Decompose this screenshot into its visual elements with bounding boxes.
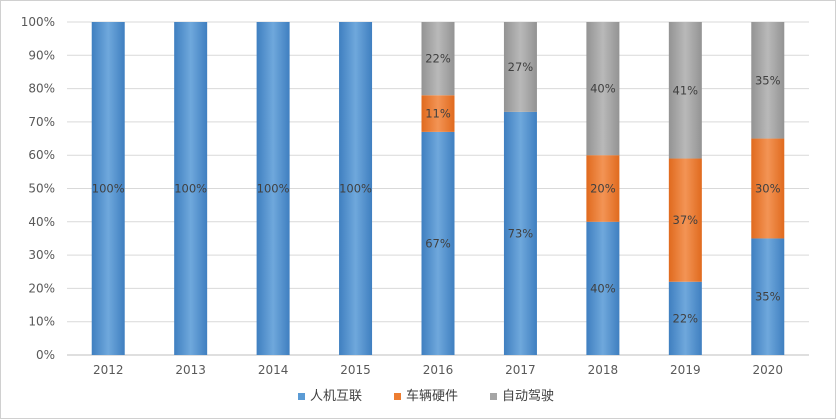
y-tick-label: 50% xyxy=(28,182,55,196)
axes: 0% 10% 20% 30% 40% 50% 60% 70% 80% 90% 100% 2012 201… xyxy=(21,15,783,377)
data-label: 35% xyxy=(755,73,781,87)
y-tick-label: 30% xyxy=(28,248,55,262)
bar-segment xyxy=(503,22,537,112)
x-tick-label: 2016 xyxy=(423,363,454,377)
y-tick-label: 10% xyxy=(28,315,55,329)
bar-segment xyxy=(586,22,620,156)
y-tick-label: 100% xyxy=(21,15,55,29)
legend: 人机互联 车辆硬件 自动驾驶 xyxy=(298,388,554,404)
bar-segment xyxy=(751,138,785,239)
legend-label: 车辆硬件 xyxy=(406,388,458,404)
data-label: 100% xyxy=(92,182,125,196)
y-tick-label: 40% xyxy=(28,215,55,229)
bar-segment xyxy=(668,281,702,355)
data-label: 67% xyxy=(425,236,451,250)
x-tick-label: 2018 xyxy=(588,363,619,377)
data-label: 37% xyxy=(673,213,699,227)
data-label: 100% xyxy=(257,182,290,196)
y-tick-label: 0% xyxy=(36,348,55,362)
data-label: 40% xyxy=(590,281,616,295)
legend-swatch xyxy=(394,393,401,400)
x-tick-label: 2017 xyxy=(505,363,536,377)
bar-segment xyxy=(668,22,702,159)
x-tick-label: 2019 xyxy=(670,363,701,377)
bar-segment xyxy=(586,155,620,222)
bar-segment xyxy=(668,158,702,282)
bar-segment xyxy=(256,22,290,355)
y-tick-label: 90% xyxy=(28,48,55,62)
data-label: 100% xyxy=(174,182,207,196)
bar-segment xyxy=(421,131,455,355)
bar-segment xyxy=(339,22,373,355)
bar-segment xyxy=(751,22,785,139)
y-tick-label: 20% xyxy=(28,281,55,295)
data-label: 20% xyxy=(590,182,616,196)
data-label: 27% xyxy=(508,60,534,74)
bar-segment xyxy=(503,111,537,355)
bar-segment xyxy=(751,238,785,355)
y-tick-label: 70% xyxy=(28,115,55,129)
bars xyxy=(91,22,785,355)
data-label: 35% xyxy=(755,290,781,304)
data-label: 11% xyxy=(425,107,451,121)
bar-segment xyxy=(174,22,208,355)
legend-label: 自动驾驶 xyxy=(502,389,554,404)
data-label: 100% xyxy=(339,182,372,196)
x-tick-label: 2014 xyxy=(258,363,289,377)
x-tick-label: 2015 xyxy=(340,363,371,377)
legend-swatch xyxy=(490,393,497,400)
y-tick-label: 80% xyxy=(28,82,55,96)
bar-segment xyxy=(421,22,455,96)
x-tick-label: 2013 xyxy=(175,363,206,377)
data-labels: 100% 100% 100% 100% 67% 11% 22% 73% 27% 40% 20% 40%… xyxy=(92,52,781,326)
data-label: 30% xyxy=(755,182,781,196)
bar-segment xyxy=(586,221,620,355)
x-tick-label: 2012 xyxy=(93,363,124,377)
bar-segment xyxy=(421,95,455,132)
data-label: 40% xyxy=(590,82,616,96)
legend-label: 人机互联 xyxy=(310,389,362,404)
data-label: 22% xyxy=(673,311,699,325)
data-label: 41% xyxy=(673,83,699,97)
y-tick-label: 60% xyxy=(28,148,55,162)
data-label: 22% xyxy=(425,52,451,66)
bar-segment xyxy=(91,22,125,355)
legend-swatch xyxy=(298,393,305,400)
data-label: 73% xyxy=(508,226,534,240)
x-tick-label: 2020 xyxy=(753,363,784,377)
